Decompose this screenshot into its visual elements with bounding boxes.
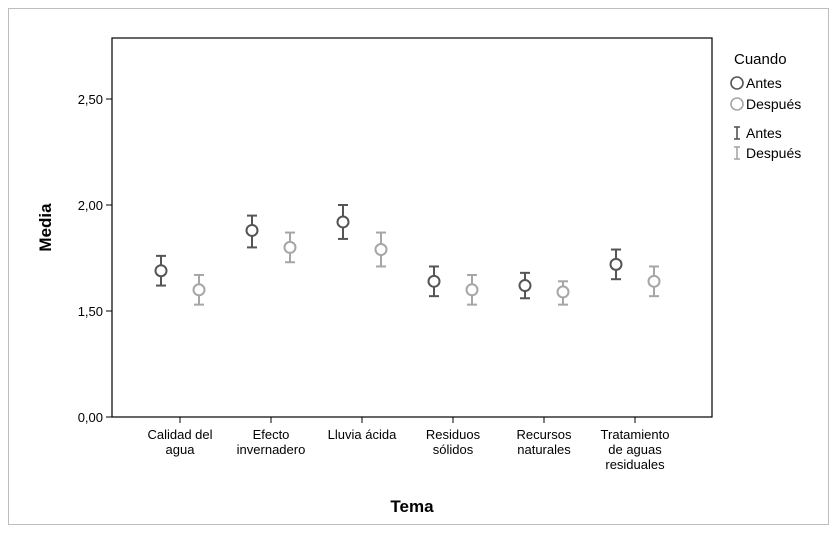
x-tick-label: Residuos sólidos xyxy=(426,427,481,457)
mean-point-después xyxy=(192,283,206,297)
mean-point-después xyxy=(283,240,297,254)
mean-point-antes xyxy=(245,223,259,237)
mean-point-antes xyxy=(154,264,168,278)
mean-point-después xyxy=(465,283,479,297)
x-axis-title: Tema xyxy=(390,497,434,516)
y-axis-title: Media xyxy=(36,203,55,252)
mean-point-después xyxy=(556,285,570,299)
mean-point-antes xyxy=(427,274,441,288)
y-tick-label: 0,00 xyxy=(78,410,103,425)
plot-layer: 0,00 1,50 2,00 2,50 Media Calidad del agua Efec… xyxy=(8,8,829,525)
legend-label: Después xyxy=(746,145,801,161)
mean-point-después xyxy=(647,274,661,288)
mean-point-antes xyxy=(518,279,532,293)
mean-point-antes xyxy=(336,215,350,229)
x-tick-label: Lluvia ácida xyxy=(328,427,397,442)
figure-border xyxy=(8,8,829,525)
legend-label: Antes xyxy=(746,75,782,91)
legend-label: Antes xyxy=(746,125,782,141)
legend-label: Después xyxy=(746,96,801,112)
y-tick-label: 2,50 xyxy=(78,92,103,107)
mean-point-después xyxy=(374,243,388,257)
x-tick-label: Tratamiento de aguas residuales xyxy=(601,427,670,472)
legend-circle-icon xyxy=(730,76,744,90)
x-tick-label: Recursos naturales xyxy=(517,427,572,457)
x-tick-label: Efecto invernadero xyxy=(237,427,306,457)
legend-title: Cuando xyxy=(734,51,787,68)
x-tick-label: Calidad del agua xyxy=(147,427,212,457)
plot-area xyxy=(111,37,713,418)
y-tick-label: 1,50 xyxy=(78,304,103,319)
legend: Cuando Antes Después Antes Después xyxy=(730,51,801,161)
y-tick-label: 2,00 xyxy=(78,198,103,213)
mean-point-antes xyxy=(609,257,623,271)
legend-circle-icon xyxy=(730,97,744,111)
